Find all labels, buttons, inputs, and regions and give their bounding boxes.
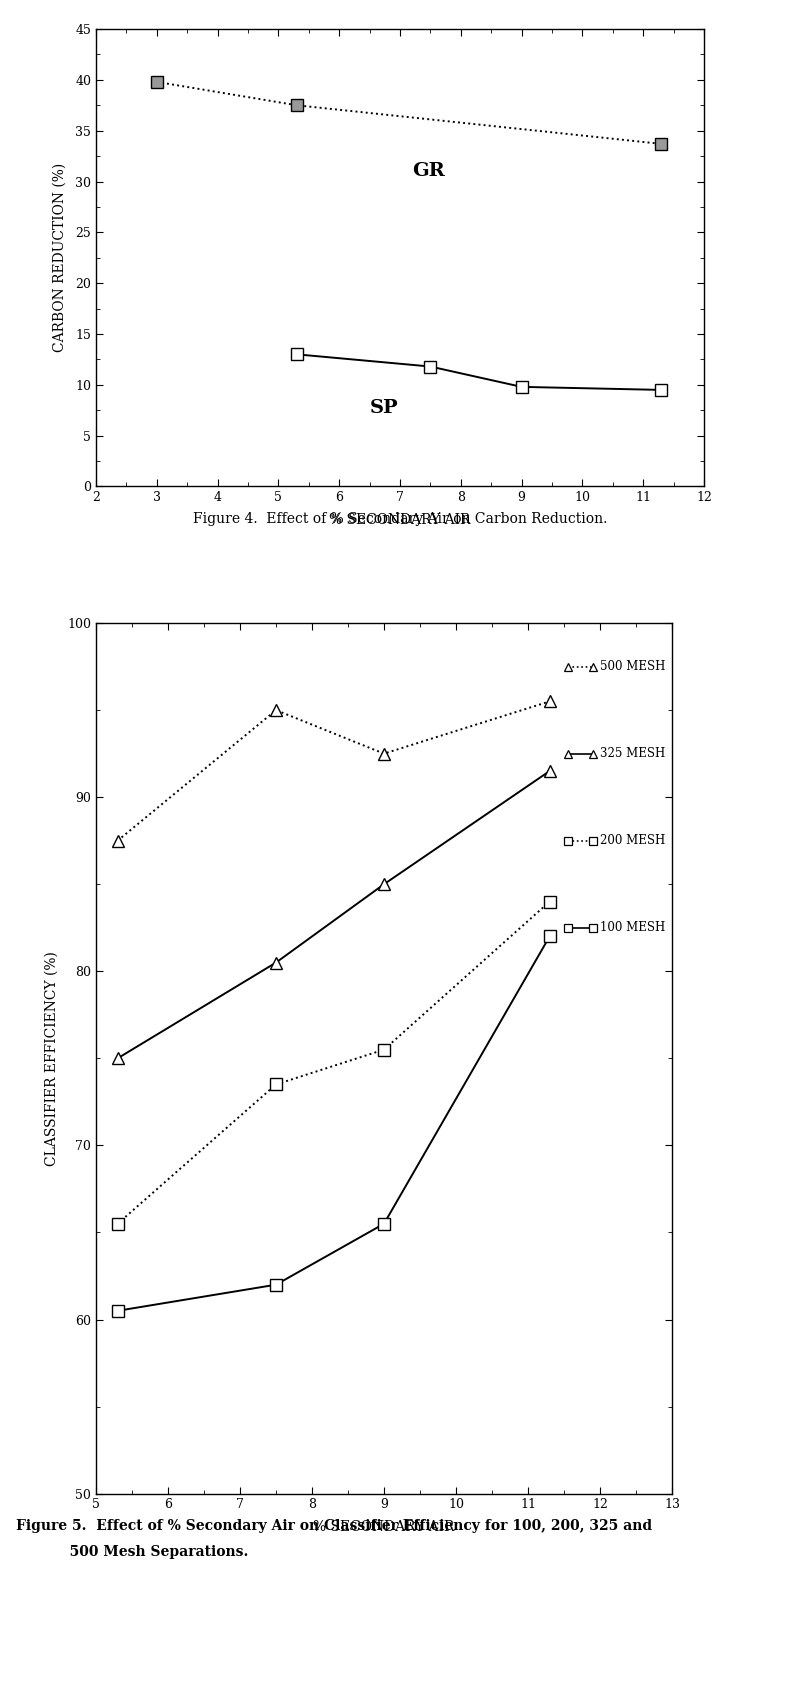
Text: Figure 5.  Effect of % Secondary Air on Classifier Efficiency for 100, 200, 325 : Figure 5. Effect of % Secondary Air on C… [16, 1519, 652, 1533]
Y-axis label: CLASSIFIER EFFICIENCY (%): CLASSIFIER EFFICIENCY (%) [45, 951, 59, 1166]
X-axis label: % SECONDARY AIR: % SECONDARY AIR [330, 512, 470, 527]
Text: GR: GR [412, 162, 445, 181]
Text: SP: SP [370, 399, 398, 417]
Text: Figure 4.  Effect of % Secondary Air on Carbon Reduction.: Figure 4. Effect of % Secondary Air on C… [193, 512, 607, 526]
Text: 100 MESH: 100 MESH [600, 922, 666, 934]
Text: 200 MESH: 200 MESH [600, 835, 666, 847]
Y-axis label: CARBON REDUCTION (%): CARBON REDUCTION (%) [53, 164, 67, 352]
Text: 500 MESH: 500 MESH [600, 661, 666, 673]
X-axis label: % SECONDARY AIR: % SECONDARY AIR [314, 1519, 454, 1535]
Text: 325 MESH: 325 MESH [600, 748, 666, 760]
Text: 500 Mesh Separations.: 500 Mesh Separations. [16, 1545, 248, 1558]
